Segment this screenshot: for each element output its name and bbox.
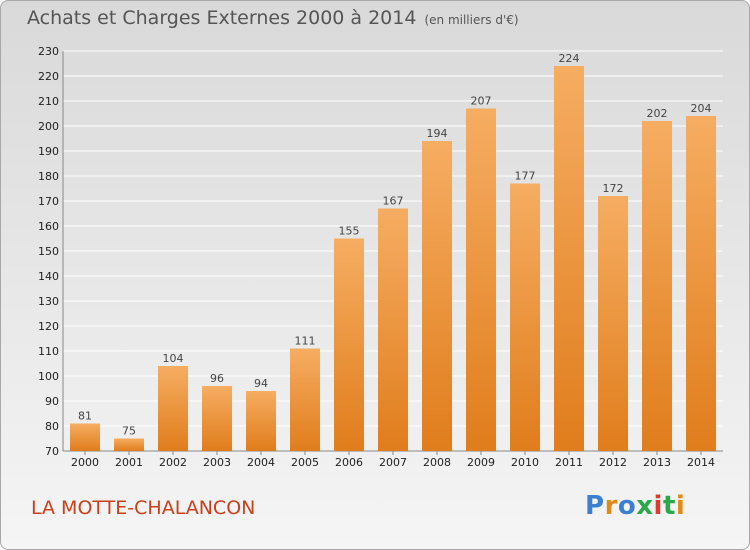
y-tick-label: 140: [38, 270, 59, 283]
y-tick-label: 210: [38, 95, 59, 108]
data-label: 111: [295, 335, 316, 348]
x-tick-label: 2007: [379, 456, 407, 469]
y-tick-label: 170: [38, 195, 59, 208]
bar: [290, 348, 320, 451]
logo-letter: i: [653, 491, 663, 521]
bar: [202, 386, 232, 451]
x-tick-label: 2008: [423, 456, 451, 469]
bar: [334, 238, 364, 451]
logo-letter: x: [636, 491, 654, 521]
x-tick-label: 2013: [643, 456, 671, 469]
bar: [642, 121, 672, 451]
bar: [422, 141, 452, 451]
data-label: 94: [254, 377, 268, 390]
y-tick-label: 200: [38, 120, 59, 133]
data-label: 155: [339, 225, 360, 238]
logo-letter: t: [662, 491, 676, 521]
y-tick-label: 160: [38, 220, 59, 233]
data-label: 104: [163, 352, 184, 365]
chart-unit: (en milliers d'€): [424, 13, 519, 27]
data-label: 75: [122, 425, 136, 438]
bar: [246, 391, 276, 451]
bar: [70, 423, 100, 451]
chart-title: Achats et Charges Externes 2000 à 2014 (e…: [27, 7, 519, 29]
x-tick-label: 2001: [115, 456, 143, 469]
x-tick-label: 2004: [247, 456, 275, 469]
x-tick-label: 2014: [687, 456, 715, 469]
data-label: 202: [647, 107, 668, 120]
data-label: 167: [383, 195, 404, 208]
y-tick-label: 120: [38, 320, 59, 333]
x-tick-label: 2003: [203, 456, 231, 469]
bar: [466, 108, 496, 451]
y-tick-label: 230: [38, 45, 59, 58]
y-tick-label: 180: [38, 170, 59, 183]
logo-letter: P: [585, 491, 605, 521]
y-tick-label: 70: [45, 445, 59, 458]
bar: [554, 66, 584, 451]
data-label: 177: [515, 170, 536, 183]
y-tick-label: 90: [45, 395, 59, 408]
bar: [598, 196, 628, 451]
x-tick-label: 2010: [511, 456, 539, 469]
chart-title-text: Achats et Charges Externes 2000 à 2014: [27, 7, 417, 29]
bar: [114, 438, 144, 451]
data-label: 207: [471, 95, 492, 108]
x-tick-label: 2012: [599, 456, 627, 469]
bar: [378, 208, 408, 451]
logo-letter: r: [604, 491, 618, 521]
y-tick-label: 220: [38, 70, 59, 83]
x-tick-label: 2002: [159, 456, 187, 469]
x-tick-label: 2000: [71, 456, 99, 469]
x-tick-label: 2006: [335, 456, 363, 469]
x-tick-label: 2009: [467, 456, 495, 469]
proxiti-logo: Proxiti: [585, 491, 685, 521]
y-tick-label: 130: [38, 295, 59, 308]
bar: [158, 366, 188, 451]
y-tick-label: 150: [38, 245, 59, 258]
x-tick-label: 2005: [291, 456, 319, 469]
data-label: 172: [603, 182, 624, 195]
bar: [686, 116, 716, 451]
data-label: 81: [78, 410, 92, 423]
y-tick-label: 190: [38, 145, 59, 158]
data-label: 204: [691, 102, 712, 115]
data-label: 224: [559, 52, 580, 65]
logo-letter: o: [617, 491, 637, 521]
bar: [510, 183, 540, 451]
data-label: 96: [210, 372, 224, 385]
y-tick-label: 110: [38, 345, 59, 358]
y-tick-label: 80: [45, 420, 59, 433]
y-tick-label: 100: [38, 370, 59, 383]
commune-name: LA MOTTE-CHALANCON: [31, 497, 256, 519]
data-label: 194: [427, 127, 448, 140]
logo-letter: i: [675, 491, 686, 521]
x-tick-label: 2011: [555, 456, 583, 469]
